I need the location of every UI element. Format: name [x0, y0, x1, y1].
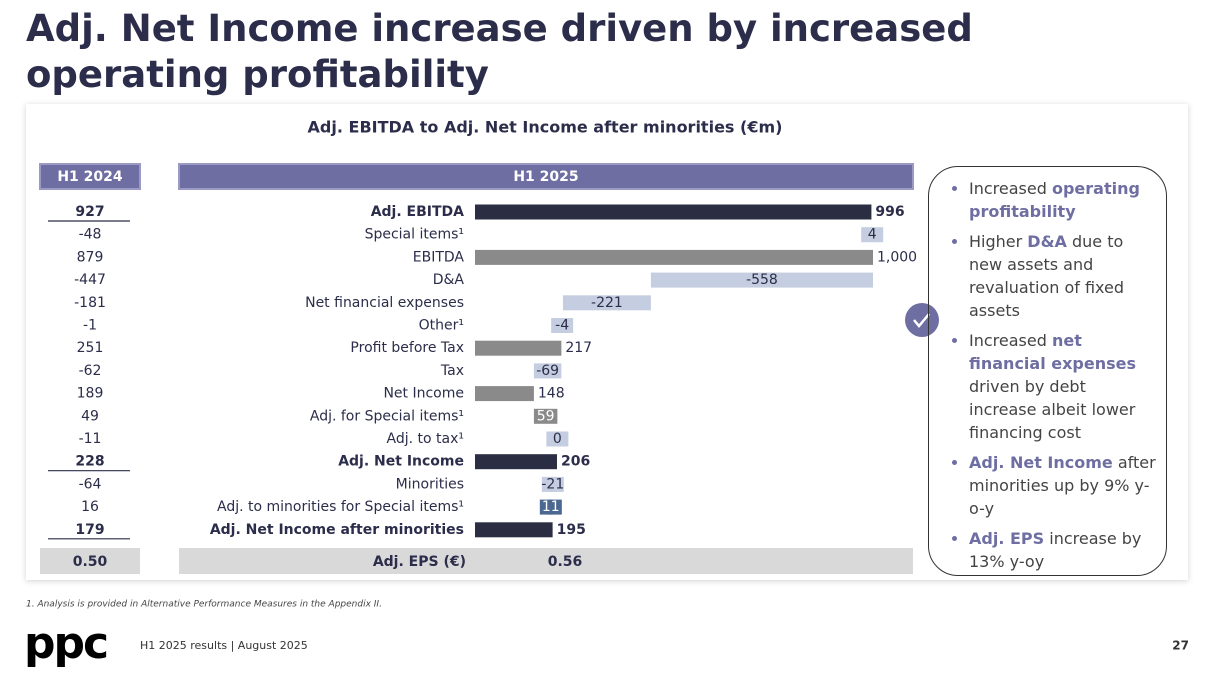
prior-value: -62 — [79, 363, 102, 379]
header-box — [178, 163, 914, 190]
prior-value: 879 — [77, 249, 104, 265]
footnote: 1. Analysis is provided in Alternative P… — [26, 600, 382, 610]
category-label: EBITDA — [413, 249, 465, 265]
prior-value: -11 — [79, 431, 102, 447]
prior-value: -64 — [79, 476, 102, 492]
bullet-emphasis: net financial expenses — [969, 331, 1137, 373]
bullet: Increased operating profitability — [969, 177, 1156, 223]
bullet-emphasis: Adj. EPS — [969, 529, 1045, 548]
prior-value: -48 — [79, 227, 102, 243]
value-label: -558 — [746, 272, 778, 288]
eps-box — [179, 548, 913, 574]
column-header: H1 2025 — [513, 169, 578, 185]
prior-value: 927 — [75, 204, 104, 220]
prior-value: -181 — [74, 295, 106, 311]
check-icon — [905, 303, 939, 337]
bar — [650, 272, 873, 288]
category-label: Special items¹ — [365, 227, 464, 243]
bullet-text: after minorities up by 9% y-o-y — [969, 453, 1156, 518]
footer: H1 2025 results | August 2025 — [140, 639, 308, 652]
value-label: -221 — [591, 295, 623, 311]
value-label: -21 — [541, 476, 564, 492]
category-label: Net financial expenses — [305, 295, 464, 311]
bullet: Higher D&A due to new assets and revalua… — [969, 230, 1156, 322]
eps-label: Adj. EPS (€) — [373, 554, 466, 570]
bullet: Adj. EPS increase by 13% y-oy — [969, 527, 1156, 573]
bar — [475, 204, 872, 220]
column-header: H1 2024 — [57, 169, 123, 185]
prior-value: 16 — [81, 499, 99, 515]
sidebar: Increased operating profitability Higher … — [928, 166, 1167, 576]
bar — [475, 340, 562, 356]
bar — [475, 522, 553, 538]
category-label: D&A — [433, 272, 465, 288]
value-label: 195 — [557, 522, 586, 538]
value-label: 11 — [542, 499, 560, 515]
prior-value: 189 — [77, 386, 104, 402]
value-label: 1,000 — [877, 249, 917, 265]
value-label: 217 — [565, 340, 592, 356]
slide-title: Adj. Net Income increase driven by incre… — [26, 7, 973, 96]
bar — [533, 408, 558, 424]
bullet-emphasis: operating profitability — [969, 179, 1140, 221]
value-label: 996 — [875, 204, 904, 220]
bullet-text: due to new assets and revaluation of fix… — [969, 232, 1125, 320]
bar — [475, 454, 557, 470]
category-label: Profit before Tax — [350, 340, 464, 356]
header-box — [39, 163, 141, 190]
eps-box — [40, 548, 140, 574]
bullet: Increased net financial expenses driven … — [969, 329, 1156, 444]
eps-value: 0.50 — [73, 554, 108, 570]
value-label: 206 — [561, 454, 590, 470]
category-label: Adj. Net Income after minorities — [210, 522, 464, 538]
value-label: 59 — [537, 408, 555, 424]
prior-value: 228 — [75, 454, 104, 470]
bar — [562, 295, 651, 311]
label-bg — [546, 431, 569, 447]
bullet-emphasis: D&A — [1027, 232, 1067, 251]
label-bg — [551, 318, 574, 333]
bar — [533, 363, 562, 379]
value-label: 148 — [538, 386, 565, 402]
category-label: Other¹ — [419, 318, 464, 334]
value-label: -69 — [536, 363, 559, 379]
category-label: Net Income — [383, 386, 464, 402]
page-number: 27 — [1172, 639, 1189, 653]
prior-value: 49 — [81, 408, 99, 424]
category-label: Adj. EBITDA — [371, 204, 464, 220]
bar — [475, 386, 534, 402]
prior-value: 179 — [75, 522, 104, 538]
category-label: Adj. to tax¹ — [387, 431, 464, 447]
bullet-text: Increased — [969, 179, 1052, 198]
bullet-text: driven by debt increase albeit lower fin… — [969, 377, 1136, 442]
logo: ppc — [24, 618, 107, 669]
bullet-emphasis: Adj. Net Income — [969, 453, 1113, 472]
eps-value: 0.56 — [548, 554, 583, 570]
category-label: Minorities — [396, 476, 464, 492]
bullet-text: Higher — [969, 232, 1028, 251]
bullet-text: Increased — [969, 331, 1052, 350]
category-label: Adj. Net Income — [338, 454, 464, 470]
bar — [475, 249, 873, 265]
label-bg — [861, 227, 884, 243]
bullet-text: increase by 13% y-oy — [969, 529, 1142, 571]
check-mark — [913, 313, 930, 328]
category-label: Tax — [440, 363, 464, 379]
prior-value: -1 — [83, 318, 97, 334]
category-label: Adj. to minorities for Special items¹ — [217, 499, 464, 515]
bullet-list: Increased operating profitability Higher … — [943, 177, 1156, 573]
prior-value: -447 — [74, 272, 106, 288]
value-label: 0 — [553, 431, 562, 447]
chart-title: Adj. EBITDA to Adj. Net Income after min… — [308, 118, 783, 137]
category-label: Adj. for Special items¹ — [310, 408, 464, 424]
bullet: Adj. Net Income after minorities up by 9… — [969, 451, 1156, 520]
prior-value: 251 — [77, 340, 104, 356]
value-label: 4 — [868, 227, 877, 243]
value-label: -4 — [555, 318, 569, 334]
label-bg — [541, 476, 564, 492]
label-bg — [539, 499, 562, 515]
